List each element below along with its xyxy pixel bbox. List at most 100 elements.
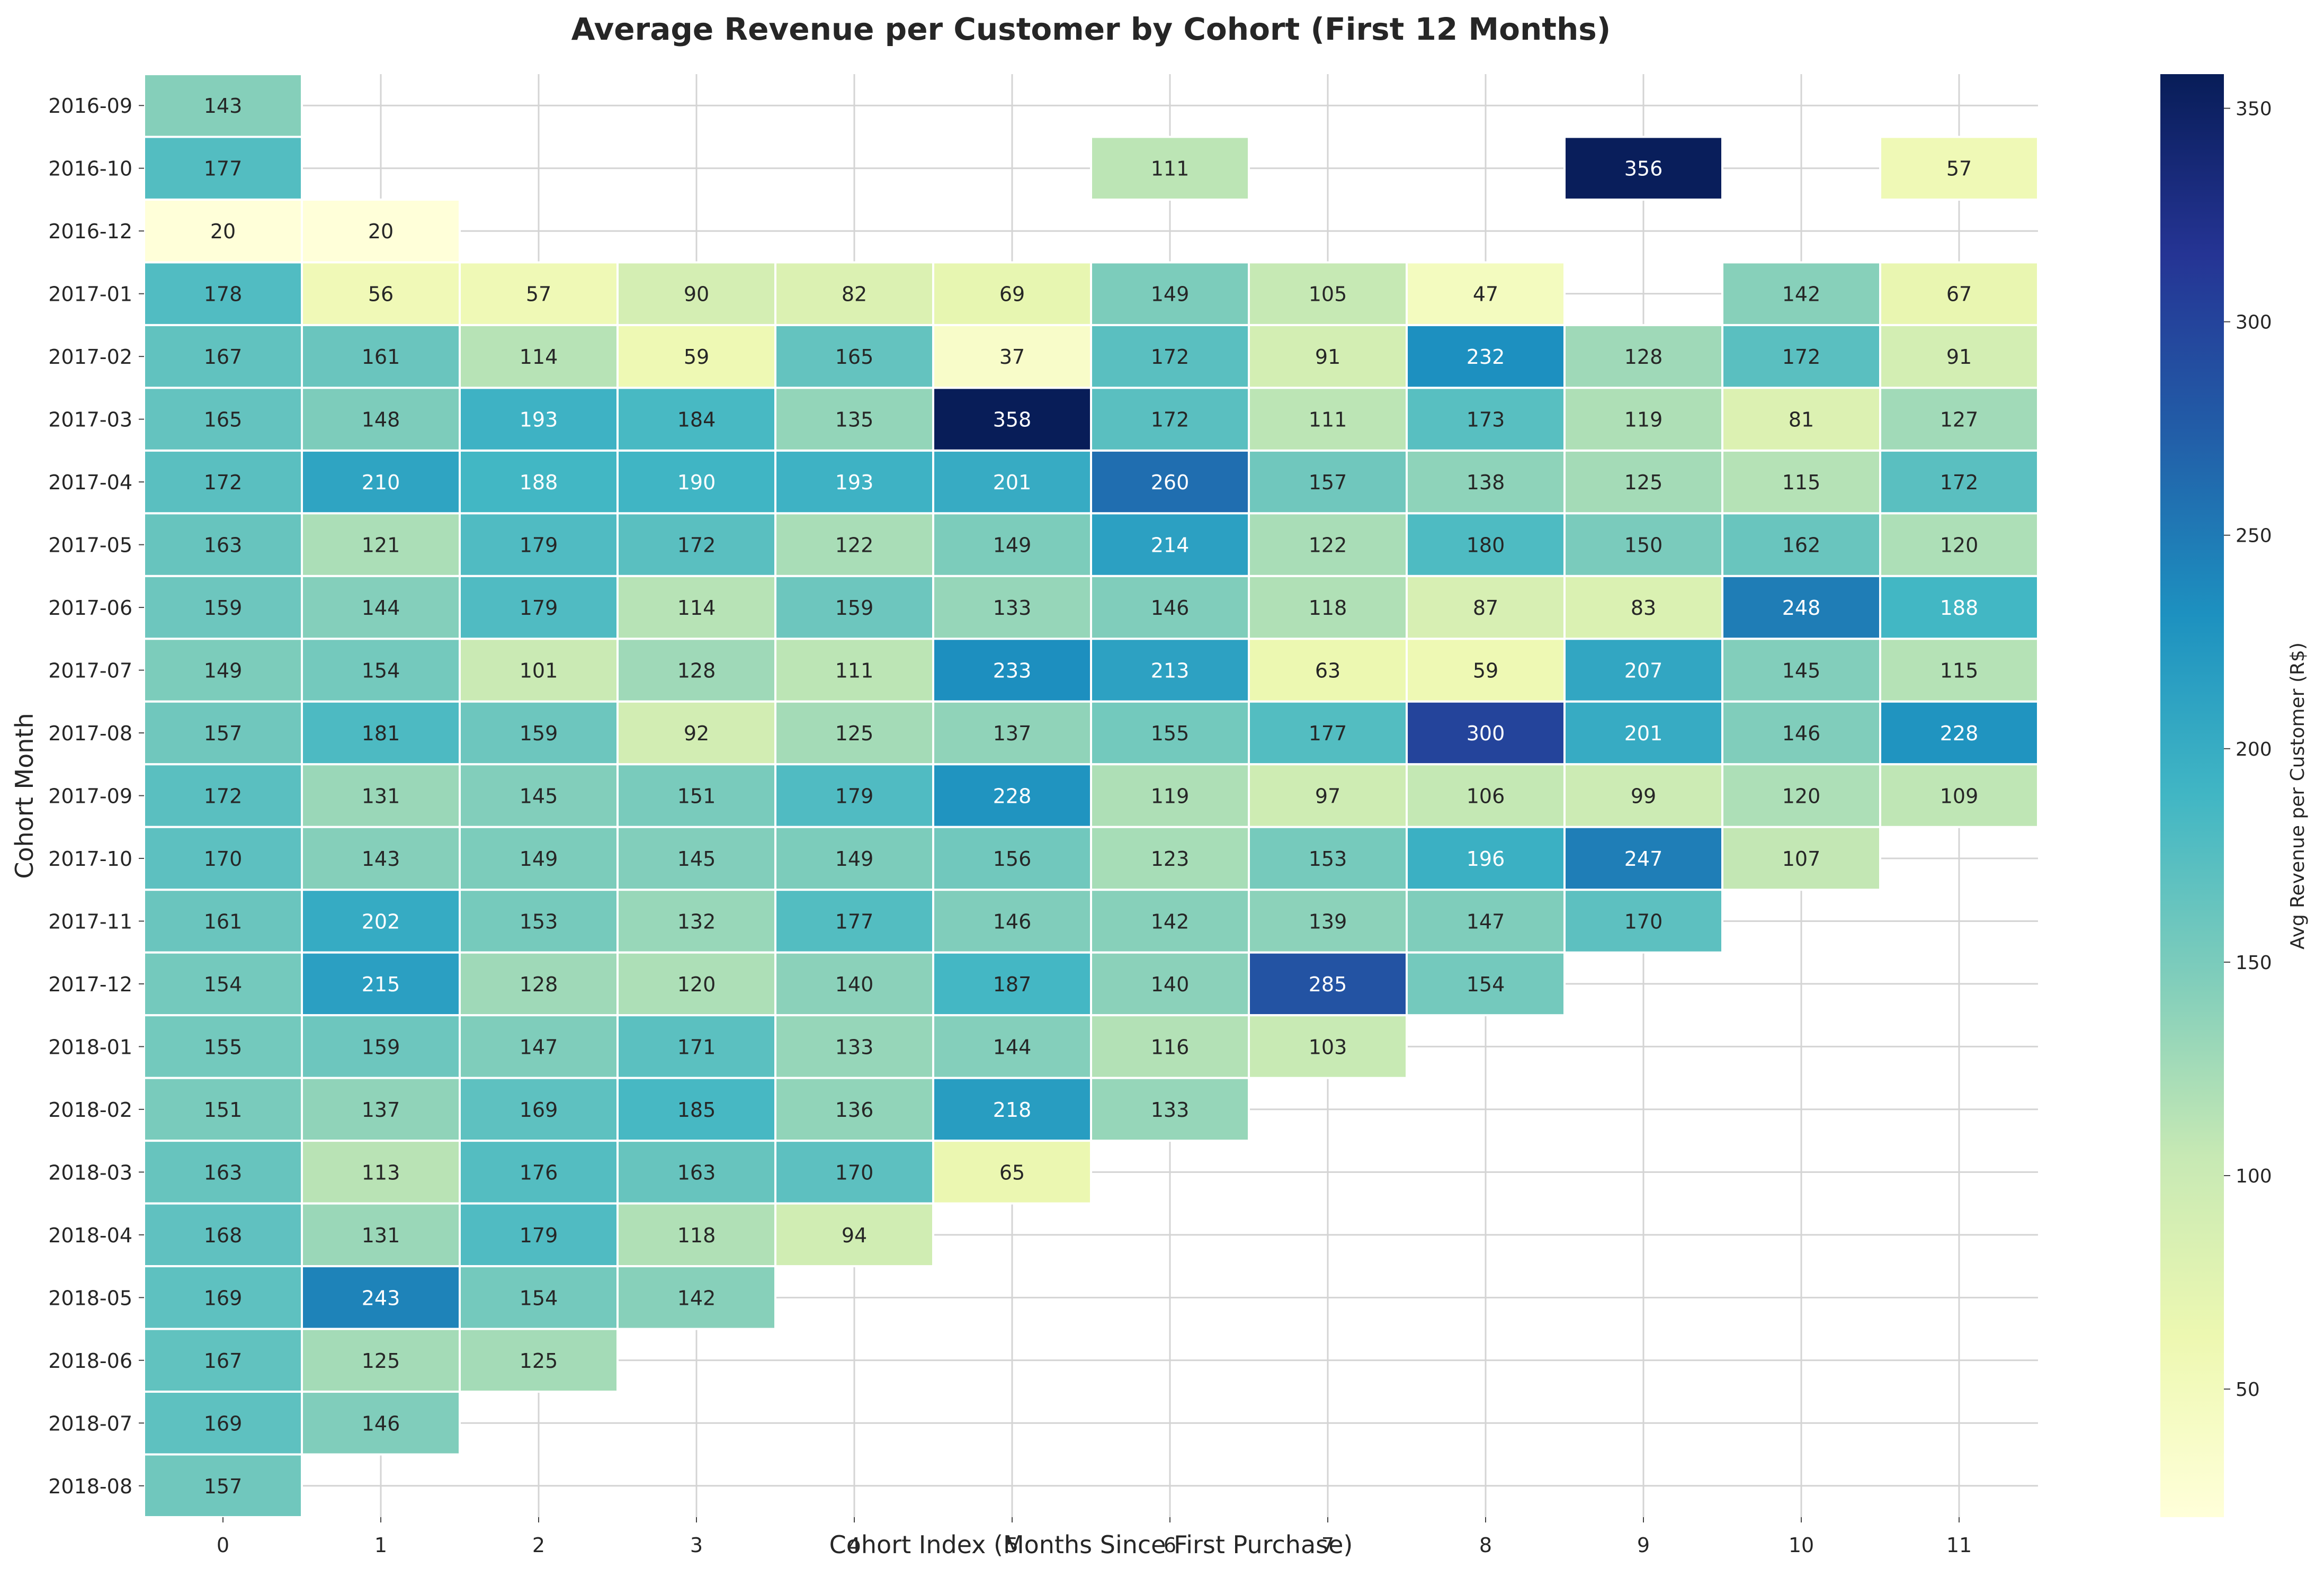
cell-value-label: 140 <box>835 973 874 996</box>
cell-value-label: 119 <box>1624 408 1663 432</box>
heatmap-cell <box>774 1140 934 1205</box>
cell-value-label: 178 <box>204 283 243 306</box>
heatmap-cell <box>1879 136 2039 201</box>
cell-value-label: 113 <box>362 1161 400 1184</box>
cell-value-label: 116 <box>1151 1035 1190 1059</box>
heatmap-cell <box>1248 700 1408 766</box>
cell-value-label: 69 <box>999 283 1025 306</box>
cell-value-label: 87 <box>1473 596 1498 620</box>
x-tick-label: 3 <box>690 1534 703 1557</box>
heatmap-cell <box>1721 512 1881 577</box>
heatmap-cell <box>1406 638 1566 703</box>
heatmap-cell <box>143 73 303 138</box>
heatmap-cell <box>1406 512 1566 577</box>
heatmap-cell <box>143 700 303 766</box>
heatmap-cell <box>143 324 303 389</box>
cell-value-label: 99 <box>1631 785 1656 808</box>
heatmap-cell <box>1563 700 1723 766</box>
heatmap-cell <box>1248 512 1408 577</box>
cell-value-label: 81 <box>1789 408 1814 432</box>
colorbar-tick-label: 100 <box>2236 1166 2272 1187</box>
cell-value-label: 156 <box>993 847 1032 871</box>
cell-value-label: 57 <box>526 283 551 306</box>
heatmap-cell <box>616 261 776 326</box>
cell-value-label: 83 <box>1631 596 1656 620</box>
heatmap-cell <box>143 136 303 201</box>
cell-value-label: 228 <box>1940 722 1979 745</box>
colorbar-label: Avg Revenue per Customer (R$) <box>2287 642 2309 949</box>
cell-value-label: 202 <box>362 910 400 933</box>
heatmap-cell <box>1090 700 1250 766</box>
heatmap-cell <box>1879 638 2039 703</box>
x-tick-label: 0 <box>217 1534 229 1557</box>
heatmap-cell <box>1879 700 2039 766</box>
cell-value-label: 193 <box>520 408 558 432</box>
cell-value-label: 243 <box>362 1286 400 1310</box>
y-tick-label: 2018-05 <box>48 1286 132 1310</box>
cell-value-label: 177 <box>835 910 874 933</box>
cell-value-label: 218 <box>993 1098 1032 1122</box>
cell-value-label: 173 <box>1467 408 1505 432</box>
heatmap-cell <box>1406 575 1566 640</box>
cell-value-label: 144 <box>993 1035 1032 1059</box>
cell-value-label: 147 <box>520 1035 558 1059</box>
heatmap-cell <box>1406 700 1566 766</box>
cell-value-label: 154 <box>1467 973 1505 996</box>
y-tick-label: 2017-05 <box>48 534 132 557</box>
y-tick-label: 2017-06 <box>48 596 132 620</box>
cell-value-label: 115 <box>1940 659 1979 683</box>
cell-value-label: 20 <box>210 220 236 243</box>
cell-value-label: 150 <box>1624 534 1663 557</box>
cell-value-label: 207 <box>1624 659 1663 683</box>
cell-value-label: 118 <box>677 1224 716 1247</box>
cell-value-label: 56 <box>368 283 394 306</box>
cell-value-label: 179 <box>520 596 558 620</box>
cell-value-label: 146 <box>1782 722 1821 745</box>
heatmap-cell <box>1090 449 1250 515</box>
heatmap-cell <box>1248 324 1408 389</box>
cell-value-label: 248 <box>1782 596 1821 620</box>
heatmap-cell <box>1721 638 1881 703</box>
cell-value-label: 146 <box>1151 596 1190 620</box>
cell-value-label: 159 <box>835 596 874 620</box>
y-tick-label: 2017-08 <box>48 722 132 745</box>
cell-value-label: 136 <box>835 1098 874 1122</box>
cell-value-label: 215 <box>362 973 400 996</box>
cell-value-label: 154 <box>362 659 400 683</box>
y-tick-label: 2017-04 <box>48 471 132 494</box>
cell-value-label: 157 <box>204 722 243 745</box>
heatmap-cell <box>616 889 776 954</box>
cell-value-label: 140 <box>1151 973 1190 996</box>
cell-value-label: 188 <box>520 471 558 494</box>
cell-value-label: 138 <box>1467 471 1505 494</box>
heatmap-cell <box>616 1265 776 1330</box>
heatmap-cell <box>932 763 1092 828</box>
heatmap-cell <box>774 763 934 828</box>
cell-value-label: 128 <box>677 659 716 683</box>
heatmap-cell <box>143 638 303 703</box>
heatmap-cell <box>301 826 461 891</box>
cell-value-label: 63 <box>1315 659 1340 683</box>
cell-value-label: 125 <box>1624 471 1663 494</box>
heatmap-cell <box>459 261 619 326</box>
heatmap-cell <box>1406 261 1566 326</box>
heatmap-cell <box>1406 387 1566 452</box>
heatmap-cell <box>459 1265 619 1330</box>
cell-value-label: 170 <box>835 1161 874 1184</box>
heatmap-cell <box>774 700 934 766</box>
heatmap-cell <box>301 575 461 640</box>
cell-value-label: 106 <box>1467 785 1505 808</box>
cell-value-label: 37 <box>999 345 1025 369</box>
cell-value-label: 196 <box>1467 847 1505 871</box>
x-tick-label: 6 <box>1164 1534 1176 1557</box>
y-tick-label: 2017-02 <box>48 345 132 369</box>
cell-value-label: 163 <box>677 1161 716 1184</box>
y-tick-label: 2016-09 <box>48 94 132 118</box>
cell-value-label: 147 <box>1467 910 1505 933</box>
heatmap-cell <box>1090 1014 1250 1079</box>
heatmap-cell <box>459 1202 619 1268</box>
heatmap-cell <box>774 826 934 891</box>
cell-value-label: 177 <box>204 157 243 181</box>
cell-value-label: 143 <box>362 847 400 871</box>
cell-value-label: 128 <box>1624 345 1663 369</box>
